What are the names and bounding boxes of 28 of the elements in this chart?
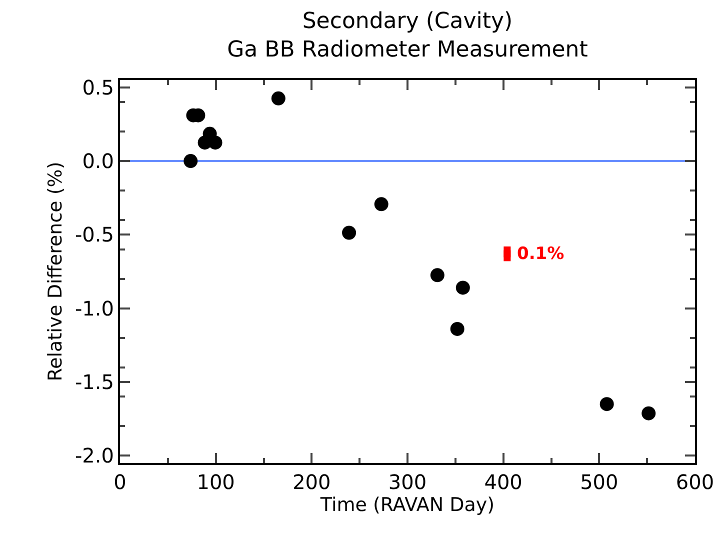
annotation: 0.1% (517, 244, 564, 264)
point (430, 268, 444, 282)
x-tick-label: 500 (580, 470, 618, 494)
point (456, 280, 470, 295)
chart-title: Secondary (Cavity) Ga BB Radiometer Measurement (227, 8, 588, 62)
y-tick-label: 0.0 (82, 149, 114, 174)
point (450, 322, 464, 336)
x-tick-label: 600 (676, 470, 714, 494)
point (184, 154, 198, 168)
y-tick-label: -1.0 (74, 296, 114, 320)
x-tick-label: 0 (114, 470, 126, 494)
y-tick-label: -0.5 (74, 222, 114, 247)
point (271, 91, 286, 106)
point (208, 136, 222, 150)
y-tick-label: -2.0 (74, 444, 114, 468)
x-tick-label: 100 (196, 470, 235, 494)
x-tick-label: 200 (292, 470, 331, 494)
y-axis-title: Relative Difference (%) (44, 162, 66, 382)
x-axis-title: Time (RAVAN Day) (319, 494, 495, 516)
x-tick-label: 300 (388, 470, 427, 494)
y-tick-label: -1.5 (74, 370, 114, 394)
point (374, 197, 388, 212)
y-tick-label: 0.5 (82, 75, 114, 100)
point (600, 397, 614, 412)
point (642, 406, 656, 420)
point (504, 250, 511, 258)
x-tick-label: 400 (484, 470, 522, 494)
point (342, 226, 356, 240)
